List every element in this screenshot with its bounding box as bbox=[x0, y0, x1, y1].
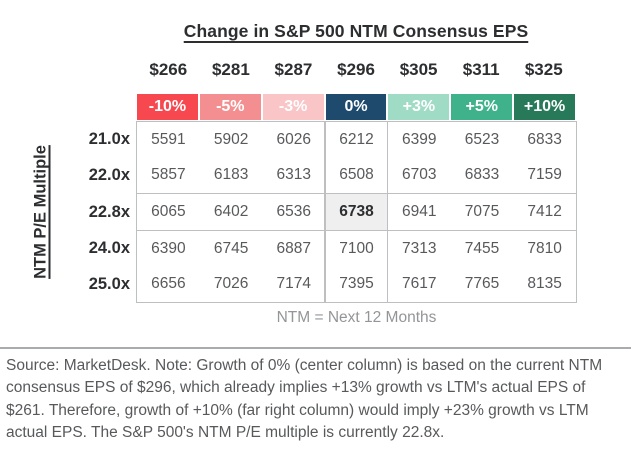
highlighted-cell: 6738 bbox=[325, 194, 388, 230]
footer-divider bbox=[0, 347, 631, 349]
table-cell: 7455 bbox=[464, 239, 500, 257]
pct-change-band: -10% -5% -3% 0% +3% +5% +10% bbox=[137, 94, 576, 120]
table-cell: 6887 bbox=[276, 239, 312, 257]
pct-change-cell: -5% bbox=[199, 94, 263, 120]
sensitivity-table: 5591 5902 6026 6212 6399 6523 6833 5857 … bbox=[136, 121, 577, 303]
table-cell: 6833 bbox=[527, 130, 562, 148]
table-cell: 6212 bbox=[339, 130, 374, 148]
pct-change-cell: -3% bbox=[262, 94, 326, 120]
row-header-multiple: 22.8x bbox=[88, 202, 130, 221]
center-column-left-border bbox=[324, 122, 326, 302]
table-cell: 6745 bbox=[213, 239, 249, 257]
table-cell: 6523 bbox=[464, 130, 500, 148]
center-column-right-border bbox=[386, 122, 389, 302]
row-header-multiple: 24.0x bbox=[88, 238, 130, 257]
table-cell: 5902 bbox=[213, 130, 249, 148]
table-row: 6390 6745 6887 7100 7313 7455 7810 bbox=[137, 231, 576, 267]
table-cell: 6833 bbox=[464, 166, 500, 184]
table-cell: 7810 bbox=[527, 239, 562, 257]
eps-header: $325 bbox=[524, 60, 563, 79]
table-cell: 6313 bbox=[276, 166, 312, 184]
eps-header-row: $266 $281 $287 $296 $305 $311 $325 bbox=[137, 60, 575, 82]
table-row: 6656 7026 7174 7395 7617 7765 8135 bbox=[137, 266, 576, 302]
table-cell: 6026 bbox=[276, 130, 312, 148]
table-cell: 7159 bbox=[527, 166, 562, 184]
table-cell: 7313 bbox=[401, 239, 437, 257]
pct-change-cell: 0% bbox=[325, 94, 389, 120]
table-cell: 6703 bbox=[401, 166, 437, 184]
eps-header: $266 bbox=[149, 60, 188, 79]
pct-change-cell: +10% bbox=[514, 94, 576, 120]
table-cell: 6656 bbox=[151, 275, 186, 293]
table-cell: 7174 bbox=[276, 275, 312, 293]
row-header-multiple: 25.0x bbox=[88, 275, 130, 294]
eps-header: $305 bbox=[399, 60, 438, 79]
table-cell: 6390 bbox=[151, 239, 186, 257]
table-row: 5857 6183 6313 6508 6703 6833 7159 bbox=[137, 158, 576, 194]
row-header-multiple: 21.0x bbox=[88, 129, 130, 148]
table-cell: 5857 bbox=[151, 166, 186, 184]
table-cell: 6183 bbox=[213, 166, 249, 184]
eps-header: $287 bbox=[274, 60, 313, 79]
pe-multiple-headers: 21.0x 22.0x 22.8x 24.0x 25.0x bbox=[55, 121, 130, 303]
pct-change-cell: -10% bbox=[137, 94, 200, 120]
table-cell: 6402 bbox=[213, 202, 249, 220]
eps-header: $296 bbox=[337, 60, 375, 79]
table-cell: 8135 bbox=[527, 275, 562, 293]
eps-header: $281 bbox=[211, 60, 250, 79]
pct-change-cell: +3% bbox=[388, 94, 452, 120]
y-axis-label: NTM P/E Multiple bbox=[31, 145, 50, 279]
table-cell: 6508 bbox=[339, 166, 374, 184]
figure-title: Change in S&P 500 NTM Consensus EPS bbox=[183, 21, 529, 41]
table-cell: 7075 bbox=[464, 202, 500, 220]
table-caption: NTM = Next 12 Months bbox=[276, 309, 437, 326]
table-row-current-multiple: 6065 6402 6536 6738 6941 7075 7412 bbox=[137, 193, 576, 231]
table-cell: 7395 bbox=[339, 275, 374, 293]
table-cell: 7100 bbox=[339, 239, 374, 257]
table-row: 5591 5902 6026 6212 6399 6523 6833 bbox=[137, 122, 576, 158]
table-cell: 6536 bbox=[276, 202, 312, 220]
table-cell: 7026 bbox=[213, 275, 249, 293]
table-cell: 6399 bbox=[401, 130, 437, 148]
eps-header: $311 bbox=[462, 60, 500, 79]
table-cell: 6065 bbox=[151, 202, 186, 220]
table-cell: 6941 bbox=[401, 202, 437, 220]
table-cell: 7617 bbox=[401, 275, 437, 293]
source-note: Source: MarketDesk. Note: Growth of 0% (… bbox=[6, 357, 603, 442]
table-cell: 5591 bbox=[151, 130, 186, 148]
table-cell: 7412 bbox=[527, 202, 562, 220]
row-header-multiple: 22.0x bbox=[88, 166, 130, 185]
pct-change-cell: +5% bbox=[451, 94, 515, 120]
table-cell: 7765 bbox=[464, 275, 500, 293]
